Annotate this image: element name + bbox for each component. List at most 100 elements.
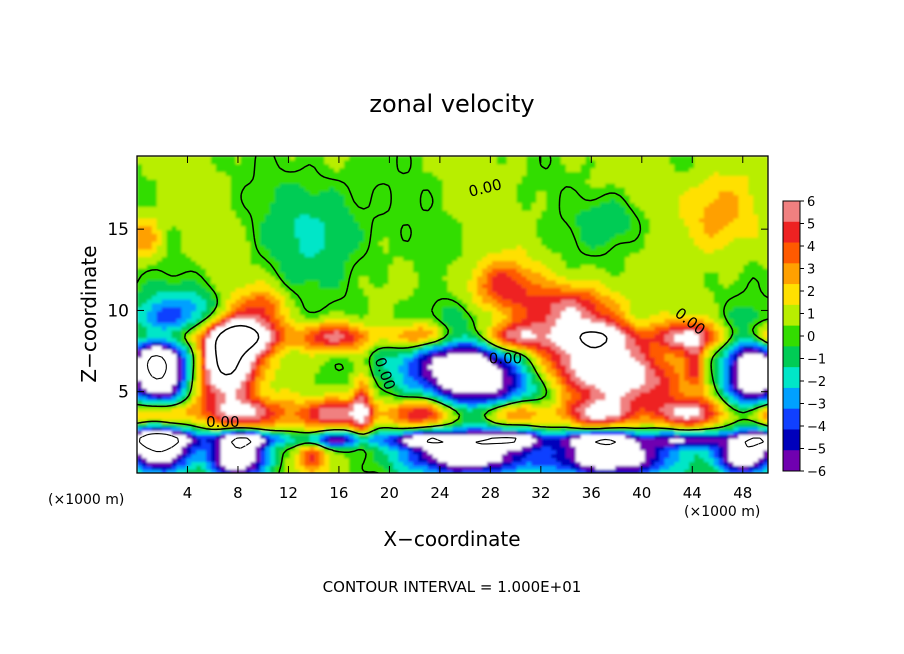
heatmap-cell bbox=[422, 453, 429, 459]
heatmap-cell bbox=[284, 333, 291, 339]
heatmap-cell bbox=[294, 442, 301, 447]
heatmap-cell bbox=[659, 449, 666, 455]
heatmap-cell bbox=[201, 357, 207, 362]
heatmap-cell bbox=[541, 364, 547, 370]
heatmap-cell bbox=[408, 457, 414, 463]
heatmap-cell bbox=[684, 368, 690, 374]
heatmap-cell bbox=[600, 387, 606, 393]
heatmap-cell bbox=[516, 353, 523, 358]
heatmap-cell bbox=[181, 391, 187, 397]
heatmap-cell bbox=[625, 349, 631, 354]
heatmap-cell bbox=[314, 357, 320, 362]
heatmap-cell bbox=[560, 411, 567, 416]
heatmap-cell bbox=[600, 418, 606, 424]
heatmap-cell bbox=[477, 329, 483, 335]
heatmap-cell bbox=[684, 357, 690, 362]
heatmap-cell bbox=[255, 403, 261, 408]
heatmap-cell bbox=[206, 376, 212, 381]
heatmap-cell bbox=[664, 357, 671, 362]
heatmap-cell bbox=[137, 322, 143, 327]
heatmap-cell bbox=[408, 399, 414, 405]
heatmap-cell bbox=[639, 449, 646, 455]
heatmap-cell bbox=[314, 368, 320, 374]
heatmap-cell bbox=[467, 426, 473, 432]
heatmap-cell bbox=[679, 430, 685, 435]
heatmap-cell bbox=[763, 415, 768, 420]
heatmap-cell bbox=[215, 457, 222, 463]
heatmap-cell bbox=[723, 357, 730, 362]
heatmap-cell bbox=[353, 403, 360, 408]
heatmap-cell bbox=[605, 430, 611, 435]
heatmap-cell bbox=[694, 465, 700, 470]
heatmap-cell bbox=[575, 407, 582, 412]
heatmap-cell bbox=[186, 407, 192, 412]
heatmap-cell bbox=[610, 395, 616, 401]
heatmap-cell bbox=[565, 368, 572, 374]
heatmap-cell bbox=[156, 407, 163, 412]
heatmap-cell bbox=[758, 322, 764, 327]
heatmap-cell bbox=[191, 387, 197, 393]
heatmap-cell bbox=[225, 399, 232, 405]
heatmap-cell bbox=[427, 445, 434, 451]
heatmap-cell bbox=[560, 380, 567, 385]
heatmap-cell bbox=[191, 453, 197, 459]
heatmap-cell bbox=[541, 360, 547, 366]
heatmap-cell bbox=[723, 469, 730, 473]
heatmap-cell bbox=[230, 364, 237, 370]
heatmap-cell bbox=[531, 438, 537, 443]
heatmap-cell bbox=[570, 407, 577, 412]
heatmap-cell bbox=[215, 345, 222, 350]
heatmap-cell bbox=[191, 415, 197, 420]
heatmap-cell bbox=[733, 442, 740, 447]
heatmap-cell bbox=[477, 322, 483, 327]
heatmap-cell bbox=[383, 368, 390, 374]
heatmap-cell bbox=[334, 387, 340, 393]
heatmap-cell bbox=[610, 434, 616, 439]
heatmap-cell bbox=[654, 326, 661, 331]
heatmap-cell bbox=[753, 395, 759, 401]
heatmap-cell bbox=[698, 411, 705, 416]
heatmap-cell bbox=[422, 403, 429, 408]
heatmap-cell bbox=[659, 333, 666, 339]
heatmap-cell bbox=[388, 442, 394, 447]
heatmap-cell bbox=[255, 326, 261, 331]
heatmap-cell bbox=[398, 411, 404, 416]
heatmap-cell bbox=[733, 422, 740, 428]
heatmap-cell bbox=[408, 326, 414, 331]
heatmap-cell bbox=[516, 438, 523, 443]
heatmap-cell bbox=[166, 337, 173, 343]
heatmap-cell bbox=[644, 461, 651, 466]
heatmap-cell bbox=[353, 360, 360, 366]
heatmap-cell bbox=[733, 337, 740, 343]
heatmap-cell bbox=[689, 411, 695, 416]
heatmap-cell bbox=[161, 457, 168, 463]
heatmap-cell bbox=[413, 349, 419, 354]
heatmap-cell bbox=[447, 380, 454, 385]
heatmap-cell bbox=[220, 469, 227, 473]
heatmap-cell bbox=[279, 418, 286, 424]
heatmap-cell bbox=[708, 333, 715, 339]
heatmap-cell bbox=[284, 426, 291, 432]
heatmap-cell bbox=[146, 337, 153, 343]
heatmap-cell bbox=[703, 415, 710, 420]
heatmap-cell bbox=[708, 457, 715, 463]
heatmap-cell bbox=[511, 465, 518, 470]
heatmap-cell bbox=[477, 360, 483, 366]
heatmap-cell bbox=[462, 407, 468, 412]
heatmap-cell bbox=[314, 434, 320, 439]
heatmap-cell bbox=[398, 329, 404, 335]
heatmap-cell bbox=[620, 387, 626, 393]
heatmap-cell bbox=[694, 387, 700, 393]
heatmap-cell bbox=[644, 395, 651, 401]
heatmap-cell bbox=[620, 364, 626, 370]
heatmap-cell bbox=[368, 407, 375, 412]
heatmap-cell bbox=[723, 399, 730, 405]
heatmap-cell bbox=[501, 322, 508, 327]
heatmap-cell bbox=[590, 353, 597, 358]
heatmap-cell bbox=[378, 349, 385, 354]
heatmap-cell bbox=[629, 349, 636, 354]
heatmap-cell bbox=[620, 391, 626, 397]
heatmap-cell bbox=[580, 461, 587, 466]
heatmap-cell bbox=[585, 465, 592, 470]
heatmap-cell bbox=[758, 376, 764, 381]
